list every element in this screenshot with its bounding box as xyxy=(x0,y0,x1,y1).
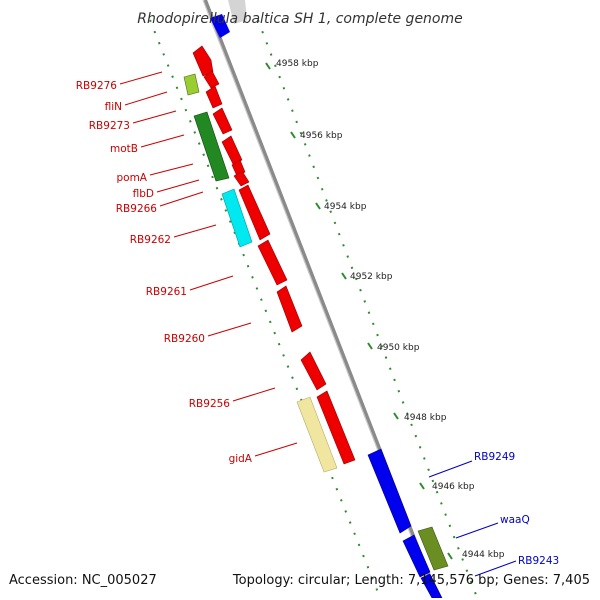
gene-arrow xyxy=(221,135,243,165)
gene-label-rb9276[interactable]: RB9276 xyxy=(76,80,118,92)
gene-label-flbd[interactable]: flbD xyxy=(133,188,154,200)
gene-olive xyxy=(417,526,449,571)
kbp-label: 4958 kbp xyxy=(276,59,319,69)
accession-text: Accession: NC_005027 xyxy=(9,573,157,588)
kbp-tick xyxy=(367,342,373,350)
kbp-label: 4952 kbp xyxy=(350,272,393,282)
kbp-label: 4946 kbp xyxy=(432,482,475,492)
label-leader xyxy=(124,91,168,106)
kbp-label: 4948 kbp xyxy=(404,413,447,423)
kbp-scale: 4958 kbp 4956 kbp 4954 kbp 4952 kbp 4950… xyxy=(265,59,505,560)
gene-arrow xyxy=(300,351,327,391)
gene-arrow xyxy=(402,534,431,578)
label-leader xyxy=(132,110,177,124)
gene-lime xyxy=(183,73,200,96)
map-title: Rhodopirellula baltica SH 1, complete ge… xyxy=(137,11,463,27)
topology-text: Topology: circular; Length: 7,145,576 bp… xyxy=(232,573,590,588)
label-leader xyxy=(254,442,298,457)
gene-label-poma[interactable]: pomA xyxy=(116,172,147,184)
label-leader xyxy=(159,191,204,207)
gene-khaki xyxy=(296,396,338,473)
gene-label-rb9260[interactable]: RB9260 xyxy=(164,333,205,345)
gene-label-gida[interactable]: gidA xyxy=(229,453,253,465)
kbp-label: 4954 kbp xyxy=(324,202,367,212)
gene-cyan xyxy=(221,188,253,248)
gene-arrow xyxy=(257,239,288,286)
gene-arrow xyxy=(233,170,250,187)
label-leader xyxy=(474,560,517,577)
kbp-tick xyxy=(341,272,347,280)
forward-gene-labels: RB9276 fliN RB9273 motB pomA flbD RB9266… xyxy=(76,71,298,465)
gene-label-rb9261[interactable]: RB9261 xyxy=(146,286,187,298)
label-leader xyxy=(232,387,276,402)
label-leader xyxy=(119,71,163,85)
gene-arrow xyxy=(205,85,223,109)
gene-label-rb9249[interactable]: RB9249 xyxy=(474,451,515,463)
left-tick-track xyxy=(149,19,382,598)
gene-top-grey xyxy=(228,0,247,24)
label-leader xyxy=(428,460,473,478)
gene-label-waaq[interactable]: waaQ xyxy=(500,514,530,526)
gene-label-flin[interactable]: fliN xyxy=(105,101,122,113)
gene-top-blue xyxy=(210,14,230,38)
gene-label-rb9262[interactable]: RB9262 xyxy=(130,234,171,246)
kbp-tick xyxy=(393,412,399,420)
kbp-tick xyxy=(447,552,453,560)
kbp-label: 4950 kbp xyxy=(377,343,420,353)
kbp-label: 4944 kbp xyxy=(462,550,505,560)
kbp-tick xyxy=(419,482,425,490)
gene-arrow xyxy=(212,107,233,135)
reverse-gene-labels: RB9249 waaQ RB9243 xyxy=(428,451,559,577)
gene-dark-green xyxy=(193,111,230,182)
gene-arrow xyxy=(238,184,271,241)
kbp-tick xyxy=(290,131,296,139)
gene-arrow xyxy=(367,448,412,534)
label-leader xyxy=(149,163,194,176)
label-leader xyxy=(189,275,234,291)
gene-arrow xyxy=(203,70,220,89)
gene-arrow xyxy=(192,45,214,77)
gene-label-rb9243[interactable]: RB9243 xyxy=(518,555,559,567)
gene-label-rb9273[interactable]: RB9273 xyxy=(89,120,130,132)
kbp-label: 4956 kbp xyxy=(300,131,343,141)
gene-arrow xyxy=(420,573,443,598)
forward-genes xyxy=(192,45,356,465)
gene-arrow xyxy=(316,390,356,465)
gene-label-motb[interactable]: motB xyxy=(110,143,138,155)
kbp-tick xyxy=(315,202,321,210)
gene-arrow xyxy=(276,285,303,333)
label-leader xyxy=(140,134,185,148)
reverse-genes xyxy=(367,448,443,598)
gene-label-rb9256[interactable]: RB9256 xyxy=(189,398,231,410)
label-leader xyxy=(455,522,499,539)
kbp-tick xyxy=(265,62,271,70)
label-leader xyxy=(173,224,217,238)
label-leader xyxy=(207,322,252,337)
right-tick-track xyxy=(257,19,479,598)
label-leader xyxy=(156,179,200,193)
gene-label-rb9266[interactable]: RB9266 xyxy=(116,203,158,215)
map-tracks xyxy=(149,0,479,598)
